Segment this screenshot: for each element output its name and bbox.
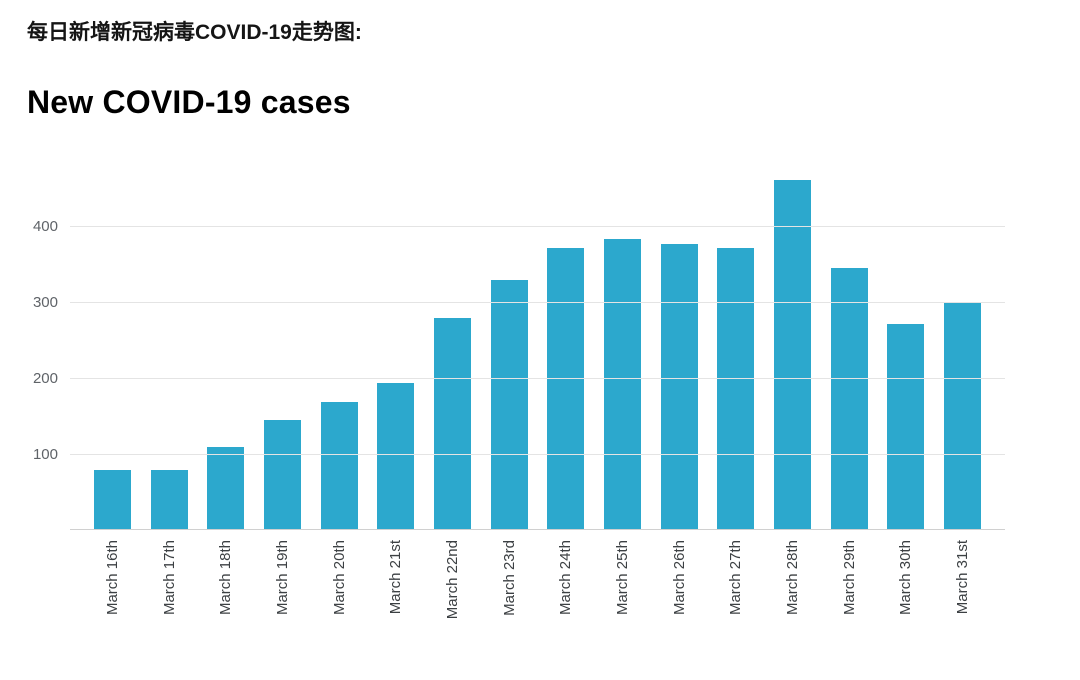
x-tick-cell: March 24th: [538, 531, 595, 671]
x-tick-label: March 30th: [897, 540, 915, 616]
bar: [660, 243, 698, 529]
x-tick-cell: March 31st: [934, 531, 991, 671]
x-tick-cell: March 30th: [878, 531, 935, 671]
bar-column: [878, 323, 935, 529]
bar-column: [538, 248, 595, 529]
bar: [320, 402, 358, 529]
x-axis-labels: March 16th March 17th March 18th March 19th…: [70, 531, 1005, 671]
bar-column: [84, 469, 141, 529]
x-tick-cell: March 22nd: [424, 531, 481, 671]
gridline: [70, 225, 1005, 227]
chart-title: New COVID-19 cases: [27, 84, 351, 120]
x-tick-label: March 19th: [273, 540, 291, 616]
bar-column: [141, 469, 198, 529]
bar-column: [254, 419, 311, 529]
x-tick-label: March 29th: [840, 540, 858, 616]
gridline: [70, 301, 1005, 303]
x-tick-cell: March 20th: [311, 531, 368, 671]
bar: [774, 179, 812, 529]
bar: [263, 419, 301, 529]
x-tick-cell: March 18th: [197, 531, 254, 671]
x-tick-cell: March 29th: [821, 531, 878, 671]
bar-column: [764, 179, 821, 529]
x-tick-cell: March 16th: [84, 531, 141, 671]
bar: [944, 303, 982, 529]
page-subtitle-chinese: 每日新增新冠病毒COVID-19走势图:: [27, 21, 362, 44]
bar-column: [481, 280, 538, 529]
x-tick-label: March 31st: [954, 540, 972, 615]
x-tick-label: March 23rd: [500, 540, 518, 616]
x-tick-label: March 26th: [670, 540, 688, 616]
plot-area: 100 200 300 400: [33, 165, 1005, 530]
bar-column: [594, 238, 651, 529]
x-tick-cell: March 23rd: [481, 531, 538, 671]
bar: [887, 323, 925, 529]
bars-container: [70, 165, 1005, 529]
gridline: [70, 453, 1005, 455]
x-tick-label: March 21st: [387, 540, 405, 615]
bar-column: [424, 317, 481, 529]
x-tick-label: March 27th: [727, 540, 745, 616]
bar: [830, 268, 868, 529]
x-tick-cell: March 26th: [651, 531, 708, 671]
x-tick-cell: March 28th: [764, 531, 821, 671]
x-tick-label: March 28th: [784, 540, 802, 616]
bar: [93, 469, 131, 529]
y-tick-label: 100: [32, 445, 58, 463]
x-tick-cell: March 17th: [141, 531, 198, 671]
x-tick-cell: March 19th: [254, 531, 311, 671]
x-tick-cell: March 25th: [594, 531, 651, 671]
x-tick-label: March 24th: [557, 540, 575, 616]
x-tick-label: March 25th: [614, 540, 632, 616]
bar-column: [197, 446, 254, 529]
bar: [377, 383, 415, 529]
x-tick-label: March 18th: [217, 540, 235, 616]
bar-column: [367, 383, 424, 529]
bar: [717, 248, 755, 529]
bar: [150, 469, 188, 529]
bar-column: [708, 248, 765, 529]
bar: [547, 248, 585, 529]
x-tick-label: March 22nd: [443, 540, 461, 620]
bar: [207, 446, 245, 529]
gridline: [70, 377, 1005, 379]
bar-column: [311, 402, 368, 529]
bar-column: [651, 243, 708, 529]
y-tick-label: 300: [32, 293, 58, 311]
x-tick-label: March 17th: [160, 540, 178, 616]
bar-column: [821, 268, 878, 529]
y-tick-label: 400: [32, 217, 58, 235]
bar: [433, 317, 471, 529]
x-tick-cell: March 21st: [367, 531, 424, 671]
x-tick-label: March 20th: [330, 540, 348, 616]
x-tick-label: March 16th: [103, 540, 121, 616]
bar: [604, 238, 642, 529]
bar: [490, 280, 528, 529]
y-tick-label: 200: [32, 369, 58, 387]
bar-column: [934, 303, 991, 529]
x-tick-cell: March 27th: [708, 531, 765, 671]
